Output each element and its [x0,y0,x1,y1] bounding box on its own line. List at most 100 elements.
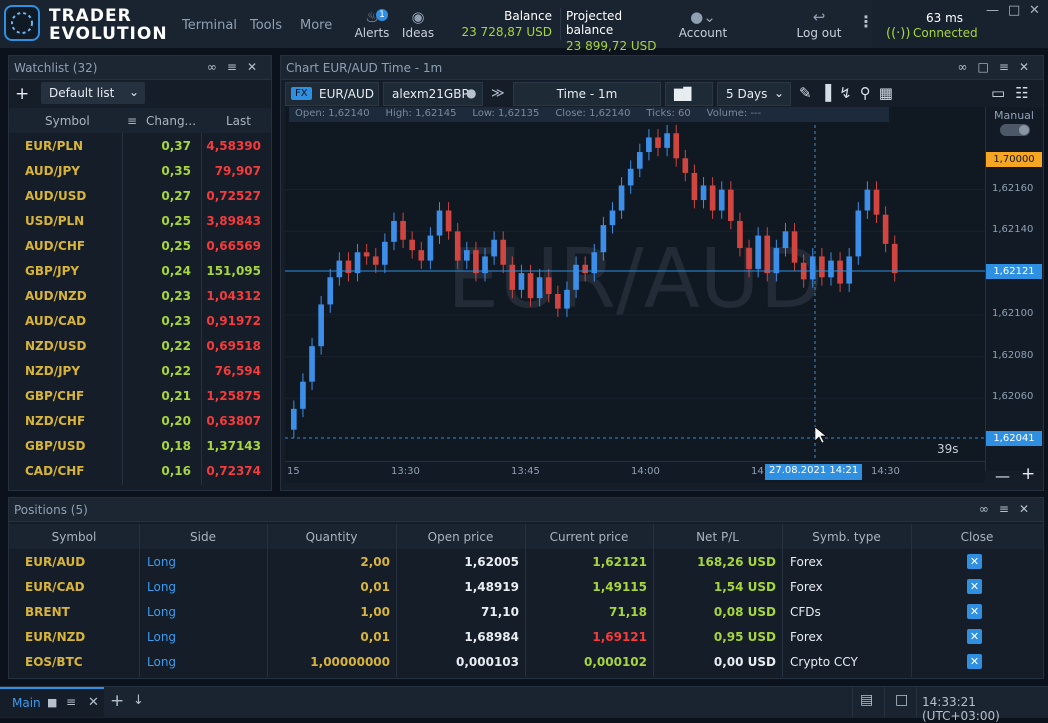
zoom-search-icon[interactable]: ⚲ [859,84,879,102]
report-icon[interactable]: ▤ [860,692,874,708]
add-icon[interactable]: + [15,84,30,104]
manual-toggle[interactable] [1000,124,1030,136]
close-icon[interactable]: ✕ [1018,60,1039,74]
zoom-in-icon[interactable]: + [1021,464,1036,484]
watchlist-row[interactable]: AUD/NZD 0,23 1,04312 [9,283,271,308]
sort-icon[interactable]: ≡ [127,114,138,128]
watchlist-row[interactable]: CAD/CHF 0,16 0,72374 [9,458,271,483]
expand-icon[interactable]: □ [977,60,999,74]
watchlist-row[interactable]: EUR/PLN 0,37 4,58390 [9,133,271,158]
clock-display: 14:33:21 (UTC+03:00) [922,695,1000,723]
alerts-button[interactable]: ♨ Alerts 1 [352,8,392,40]
maximize-icon[interactable]: □ [1008,3,1021,18]
position-symbol-type: Forex [790,580,823,594]
menu-tools[interactable]: Tools [250,18,283,33]
connection-status: Connected [913,26,978,40]
symbol-selector[interactable]: FX EUR/AUD [285,82,379,106]
column-side[interactable]: Side [190,530,216,544]
zoom-out-icon[interactable]: — [995,467,1010,485]
row-change: 0,35 [161,164,191,178]
watchlist-row[interactable]: NZD/CHF 0,20 0,63807 [9,408,271,433]
price-tick-label: 1,62060 [992,391,1034,403]
link-icon[interactable]: ∞ [978,502,999,516]
column-symbol[interactable]: Symbol [45,114,90,128]
more-menu-icon[interactable]: ⋮ [858,12,874,31]
column-symb-type[interactable]: Symb. type [812,530,881,544]
close-window-icon[interactable]: ✕ [1029,3,1040,18]
watchlist-row[interactable]: NZD/JPY 0,22 76,594 [9,358,271,383]
menu-more[interactable]: More [300,18,333,33]
list-selector[interactable]: Default list ⌄ [41,82,145,104]
menu-icon[interactable]: ≡ [226,60,247,74]
account-button[interactable]: ●⌄ Account [676,8,730,40]
watchlist-row[interactable]: AUD/CAD 0,23 0,91972 [9,308,271,333]
tab-menu-icon[interactable]: ≡ [66,695,77,709]
watchlist-row[interactable]: AUD/CHF 0,25 0,66569 [9,233,271,258]
column-quantity[interactable]: Quantity [305,530,358,544]
period-selector[interactable]: 5 Days ⌄ [717,82,791,106]
indicators-icon[interactable]: ≫ [491,86,505,101]
column-last[interactable]: Last [226,114,251,128]
close-icon[interactable]: ✕ [1018,502,1039,516]
tab-close-icon[interactable]: ✕ [88,695,99,710]
mouse-cursor-icon [814,426,827,444]
column-net-p-l[interactable]: Net P/L [696,530,739,544]
draw-pencil-icon[interactable]: ✎ [799,84,820,102]
price-axis[interactable]: Manual 1,62160 1,62140 1,62100 1,62080 1,620… [985,107,1043,471]
close-position-button[interactable]: ✕ [967,654,982,669]
close-position-button[interactable]: ✕ [967,554,982,569]
logout-button[interactable]: ↩ Log out [794,8,844,40]
position-symbol-type: Crypto CCY [790,655,858,669]
chart-area[interactable]: EUR/AUD 39s Open: 1,62140 High: 1,62145 L… [285,107,985,471]
ideas-button[interactable]: ◉ Ideas [400,8,436,40]
watchlist-row[interactable]: GBP/USD 0,18 1,37143 [9,433,271,458]
app-logo[interactable]: TRADER EVOLUTION [4,5,170,44]
cart-icon[interactable]: ☷ [1015,84,1039,102]
trade-panel-icon[interactable]: ▭ [991,84,1016,102]
close-position-button[interactable]: ✕ [967,579,982,594]
watchlist-row[interactable]: USD/PLN 0,25 3,89843 [9,208,271,233]
watchlist-row[interactable]: NZD/USD 0,22 0,69518 [9,333,271,358]
position-row[interactable]: EUR/NZD Long 0,01 1,68984 1,69121 0,95 USD For… [9,624,1045,649]
position-row[interactable]: EOS/BTC Long 1,00000000 0,000103 0,000102 0,0… [9,649,1045,674]
close-position-button[interactable]: ✕ [967,604,982,619]
lock-icon[interactable]: ■ [47,696,58,709]
position-open-price: 71,10 [481,605,519,619]
watchlist-row[interactable]: GBP/JPY 0,24 151,095 [9,258,271,283]
chart-type-selector[interactable]: ▇▉ ⌄ [665,82,713,115]
column-open-price[interactable]: Open price [427,530,494,544]
link-icon[interactable]: ∞ [957,60,978,74]
column-current-price[interactable]: Current price [549,530,629,544]
menu-terminal[interactable]: Terminal [182,18,237,33]
minimize-icon[interactable]: — [986,3,999,18]
download-icon[interactable]: ↓ [133,693,144,708]
close-position-button[interactable]: ✕ [967,629,982,644]
link-icon[interactable]: ∞ [206,60,227,74]
add-tab-icon[interactable]: + [110,691,125,711]
watchlist-row[interactable]: GBP/CHF 0,21 1,25875 [9,383,271,408]
open-label: Open: [295,108,326,119]
timeframe-selector[interactable]: Time - 1m [513,82,661,106]
close-icon[interactable]: ✕ [246,60,267,74]
menu-icon[interactable]: ≡ [998,60,1019,74]
unlock-icon[interactable]: □ [895,692,909,708]
watchlist-row[interactable]: AUD/USD 0,27 0,72527 [9,183,271,208]
position-symbol: EOS/BTC [25,655,83,669]
column-change[interactable]: Chang... [146,114,197,128]
position-row[interactable]: EUR/CAD Long 0,01 1,48919 1,49115 1,54 USD For… [9,574,1045,599]
workspace-tab-main[interactable]: Main ■ ≡ ✕ [0,687,104,717]
position-row[interactable]: EUR/AUD Long 2,00 1,62005 1,62121 168,26 USD F… [9,549,1045,574]
candle-body [828,260,834,278]
volume-bars-icon[interactable]: ▐ [819,84,840,102]
account-selector[interactable]: alexm21GBP ● [383,82,483,106]
position-row[interactable]: BRENT Long 1,00 71,10 71,18 0,08 USD CFDs ✕ [9,599,1045,624]
menu-icon[interactable]: ≡ [998,502,1019,516]
time-axis[interactable]: 15 13:30 13:45 14:00 14: 14:30 27.08.2021 14:2… [285,461,985,483]
column-close[interactable]: Close [960,530,994,544]
column-symbol[interactable]: Symbol [51,530,97,544]
calendar-icon[interactable]: ▦ [878,84,901,102]
line-tools-icon[interactable]: ↯ [839,84,860,102]
watchlist-row[interactable]: AUD/JPY 0,35 79,907 [9,158,271,183]
position-net-pl: 168,26 USD [697,555,776,569]
